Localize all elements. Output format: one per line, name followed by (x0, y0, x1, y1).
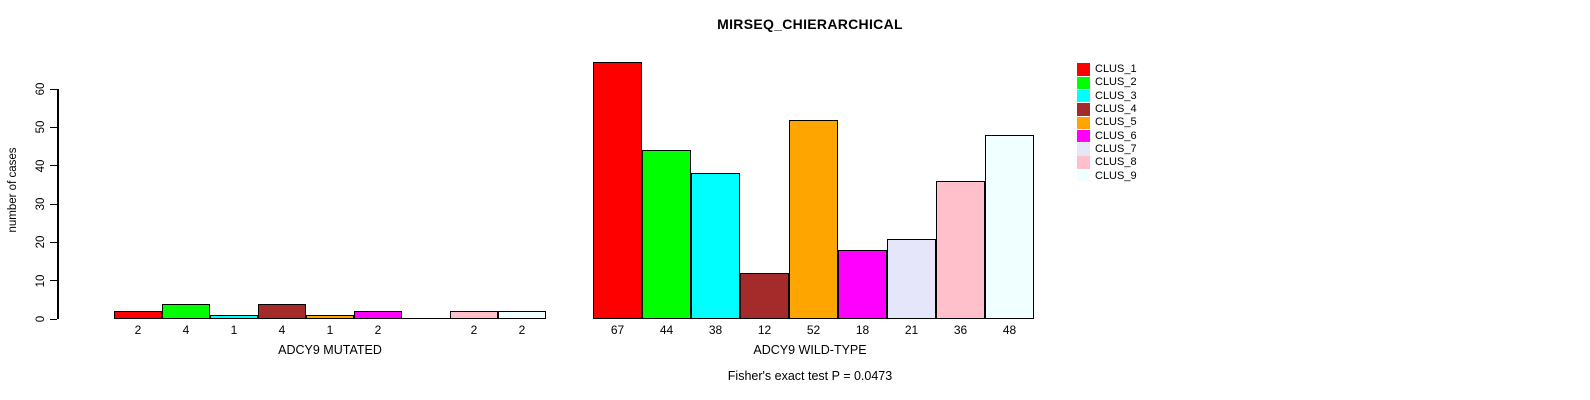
fisher-test-annotation: Fisher's exact test P = 0.0473 (727, 369, 893, 383)
x-axis-group-label-mutated: ADCY9 MUTATED (278, 343, 382, 357)
legend-label: CLUS_7 (1095, 142, 1137, 155)
y-axis-tick-label: 40 (35, 159, 47, 173)
legend-label: CLUS_1 (1095, 63, 1137, 76)
y-axis-tick (50, 241, 57, 243)
bar-clus_1-group0 (114, 311, 162, 319)
legend-swatch-clus_4 (1077, 103, 1090, 116)
legend-row-clus_4: CLUS_4 (1077, 103, 1137, 116)
bar-clus_4-group0 (258, 303, 306, 319)
bar-clus_6-group0 (354, 311, 402, 319)
legend-label: CLUS_3 (1095, 89, 1137, 102)
legend-row-clus_5: CLUS_5 (1077, 116, 1137, 130)
bar-value-label: 18 (855, 323, 870, 337)
bar-clus_3-group0 (210, 315, 258, 319)
bar-value-label: 1 (326, 323, 334, 337)
y-axis-tick-label: 50 (35, 120, 47, 134)
bar-value-label: 2 (134, 323, 142, 337)
legend-swatch-clus_1 (1077, 63, 1090, 76)
legend-label: CLUS_5 (1095, 116, 1137, 129)
bar-clus_2-group0 (162, 303, 210, 319)
y-axis-tick (50, 318, 57, 320)
bar-value-label: 4 (182, 323, 190, 337)
legend-row-clus_9: CLUS_9 (1077, 169, 1137, 183)
bar-clus_4-group1 (740, 273, 789, 319)
bar-value-label: 48 (1002, 323, 1017, 337)
bar-value-label: 1 (230, 323, 238, 337)
legend: CLUS_1 CLUS_2 CLUS_3 CLUS_4 CLUS_5 CLUS_6 CLUS… (1077, 63, 1137, 183)
legend-swatch-clus_5 (1077, 116, 1090, 130)
bar-clus_8-group1 (936, 181, 985, 319)
bar-value-label: 4 (278, 323, 286, 337)
y-axis-tick-label: 0 (35, 315, 47, 323)
bar-clus_3-group1 (691, 173, 740, 319)
legend-swatch-clus_3 (1077, 89, 1090, 103)
bar-value-label: 2 (374, 323, 382, 337)
y-axis-tick-label: 60 (35, 82, 47, 96)
legend-swatch-clus_2 (1077, 76, 1090, 90)
bar-clus_5-group1 (789, 119, 838, 319)
y-axis-tick (50, 203, 57, 205)
y-axis-tick (50, 165, 57, 167)
legend-row-clus_2: CLUS_2 (1077, 76, 1137, 90)
legend-label: CLUS_8 (1095, 156, 1137, 169)
legend-swatch-clus_6 (1077, 129, 1090, 143)
y-axis-tick (50, 280, 57, 282)
bar-value-label: 2 (470, 323, 478, 337)
legend-row-clus_8: CLUS_8 (1077, 156, 1137, 169)
bar-value-label: 44 (659, 323, 674, 337)
y-axis-label: number of cases (7, 147, 19, 233)
bar-clus_7-group0 (402, 318, 450, 319)
legend-swatch-clus_9 (1077, 169, 1090, 183)
bar-value-label: 67 (610, 323, 625, 337)
legend-swatch-clus_8 (1077, 156, 1090, 169)
y-axis-tick-label: 20 (35, 235, 47, 249)
y-axis-tick-label: 30 (35, 197, 47, 211)
bar-clus_9-group0 (498, 311, 546, 319)
bar-clus_2-group1 (642, 150, 691, 319)
chart-title: MIRSEQ_CHIERARCHICAL (717, 16, 903, 32)
legend-label: CLUS_4 (1095, 103, 1137, 116)
bar-value-label: 21 (904, 323, 919, 337)
bar-clus_1-group1 (593, 62, 642, 319)
x-axis-group-label-wildtype: ADCY9 WILD-TYPE (753, 343, 867, 357)
y-axis-tick (50, 126, 57, 128)
bar-clus_5-group0 (306, 315, 354, 319)
y-axis-tick-label: 10 (35, 274, 47, 288)
y-axis-tick (50, 88, 57, 90)
bar-clus_9-group1 (985, 135, 1034, 319)
legend-label: CLUS_2 (1095, 76, 1137, 89)
bar-value-label: 2 (518, 323, 526, 337)
bar-clus_6-group1 (838, 250, 887, 319)
legend-swatch-clus_7 (1077, 143, 1090, 156)
legend-label: CLUS_9 (1095, 169, 1137, 182)
bar-value-label: 52 (806, 323, 821, 337)
legend-row-clus_3: CLUS_3 (1077, 90, 1137, 103)
legend-row-clus_1: CLUS_1 (1077, 63, 1137, 76)
y-axis-line (57, 89, 59, 319)
bar-value-label: 38 (708, 323, 723, 337)
legend-label: CLUS_6 (1095, 129, 1137, 142)
bar-clus_7-group1 (887, 238, 936, 319)
legend-row-clus_6: CLUS_6 (1077, 129, 1137, 143)
bar-value-label: 36 (953, 323, 968, 337)
bar-clus_8-group0 (450, 311, 498, 319)
legend-row-clus_7: CLUS_7 (1077, 143, 1137, 156)
bar-value-label: 12 (757, 323, 772, 337)
